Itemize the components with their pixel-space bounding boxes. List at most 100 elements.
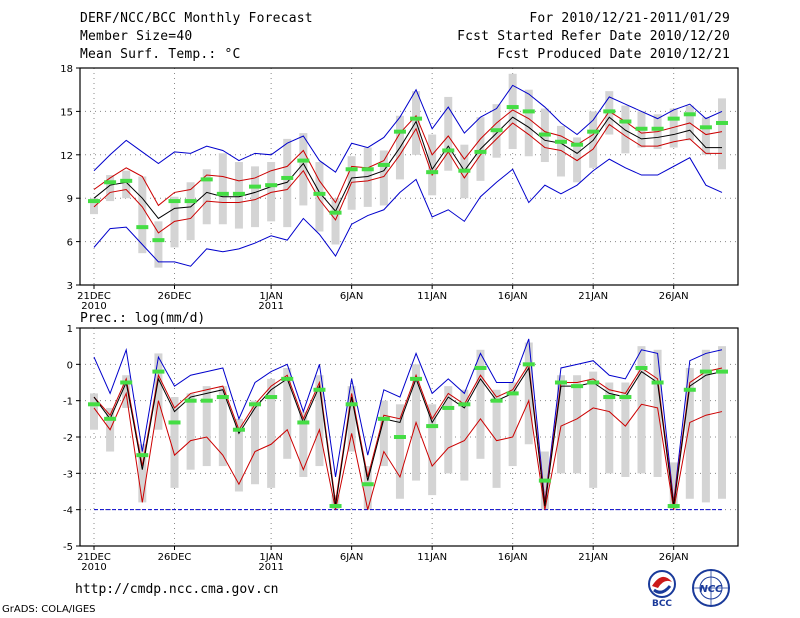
x-tick-label: 1JAN bbox=[259, 552, 282, 563]
ensemble-box bbox=[170, 397, 179, 488]
x-tick-label: 26JAN bbox=[659, 291, 689, 302]
chart-title: DERF/NCC/BCC Monthly Forecast bbox=[80, 11, 313, 26]
ensemble-box bbox=[524, 342, 533, 445]
y-tick-label: 0 bbox=[67, 360, 73, 371]
observed-marker bbox=[393, 129, 406, 134]
observed-marker bbox=[474, 149, 487, 154]
observed-marker bbox=[716, 120, 728, 125]
observed-marker bbox=[699, 125, 712, 130]
ensemble-box bbox=[363, 466, 372, 510]
observed-marker bbox=[490, 128, 503, 133]
observed-marker bbox=[716, 369, 728, 374]
ensemble-box bbox=[331, 198, 340, 245]
ensemble-box bbox=[460, 389, 469, 481]
observed-marker bbox=[168, 199, 181, 204]
x-tick-label: 26DEC bbox=[158, 552, 192, 563]
ensemble-box bbox=[315, 162, 324, 232]
ensemble-box bbox=[202, 386, 211, 467]
observed-marker bbox=[635, 126, 648, 131]
ensemble-box bbox=[267, 162, 276, 222]
observed-marker bbox=[393, 435, 406, 439]
observed-marker bbox=[619, 119, 632, 124]
variable-label: Mean Surf. Temp.: °C bbox=[80, 47, 241, 62]
observed-marker bbox=[571, 384, 584, 389]
observed-marker bbox=[265, 183, 278, 188]
observed-marker bbox=[136, 225, 149, 230]
y-tick-label: 18 bbox=[60, 64, 73, 75]
observed-marker bbox=[377, 416, 390, 421]
observed-marker bbox=[699, 369, 712, 374]
ensemble-box bbox=[170, 196, 179, 248]
ensemble-box bbox=[315, 375, 324, 467]
ensemble-mean-line bbox=[93, 116, 722, 220]
ensemble-box bbox=[669, 108, 678, 148]
observed-marker bbox=[522, 362, 535, 367]
ensemble-box bbox=[556, 125, 565, 177]
observed-marker bbox=[120, 380, 133, 385]
observed-marker bbox=[297, 158, 310, 163]
fcst-produced-label: Fcst Produced Date 2010/12/21 bbox=[497, 47, 730, 62]
observed-marker bbox=[571, 142, 584, 147]
ensemble-box bbox=[138, 444, 147, 503]
ensemble-box bbox=[444, 96, 453, 171]
observed-marker bbox=[200, 398, 213, 403]
observed-marker bbox=[377, 162, 390, 167]
bcc-logo-icon: BCC bbox=[648, 570, 676, 608]
x-tick-label: 16JAN bbox=[498, 552, 528, 563]
ensemble-box bbox=[556, 375, 565, 474]
x-tick-label: 1JAN bbox=[259, 291, 282, 302]
observed-marker bbox=[522, 109, 535, 114]
observed-marker bbox=[474, 365, 487, 370]
observed-marker bbox=[313, 387, 326, 392]
ensemble-box bbox=[122, 170, 131, 199]
ensemble-box bbox=[621, 382, 630, 477]
x-tick-label: 2010 bbox=[81, 301, 106, 312]
observed-marker bbox=[152, 369, 165, 374]
observed-marker bbox=[635, 365, 648, 370]
ensemble-box bbox=[701, 117, 710, 155]
ncc-logo-icon: NCC bbox=[692, 569, 730, 607]
x-tick-label: 11JAN bbox=[417, 291, 447, 302]
observed-marker bbox=[667, 116, 680, 121]
observed-marker bbox=[104, 416, 117, 421]
observed-marker bbox=[329, 504, 342, 509]
source-url-link[interactable]: http://cmdp.ncc.cma.gov.cn bbox=[75, 582, 279, 597]
observed-marker bbox=[168, 420, 181, 425]
observed-marker bbox=[136, 453, 149, 458]
ensemble-box bbox=[492, 389, 501, 488]
observed-marker bbox=[506, 391, 519, 396]
ensemble-box bbox=[106, 175, 115, 202]
ensemble-box bbox=[573, 375, 582, 474]
observed-marker bbox=[200, 177, 213, 182]
observed-marker bbox=[426, 424, 439, 429]
observed-marker bbox=[458, 168, 471, 173]
x-tick-label: 21DEC bbox=[77, 552, 111, 563]
ensemble-box bbox=[347, 386, 356, 452]
observed-marker bbox=[442, 148, 455, 153]
y-tick-label: 6 bbox=[67, 238, 73, 249]
ensemble-box bbox=[476, 349, 485, 459]
x-tick-label: 2011 bbox=[258, 301, 283, 312]
observed-marker bbox=[120, 178, 133, 183]
observed-marker bbox=[410, 116, 423, 121]
ensemble-mean-line bbox=[93, 366, 723, 507]
ensemble-box bbox=[589, 371, 598, 488]
observed-marker bbox=[603, 395, 616, 400]
ensemble-box bbox=[718, 98, 726, 170]
observed-marker bbox=[232, 191, 245, 196]
observed-marker bbox=[265, 395, 278, 400]
y-tick-label: 3 bbox=[67, 281, 73, 292]
observed-marker bbox=[329, 210, 342, 215]
x-tick-label: 26DEC bbox=[158, 291, 192, 302]
spread-lower-line bbox=[93, 391, 723, 510]
x-tick-label: 21JAN bbox=[578, 291, 608, 302]
ensemble-box bbox=[653, 349, 662, 477]
ensemble-box bbox=[186, 393, 195, 470]
observed-marker bbox=[506, 105, 519, 110]
precip-panel-label: Prec.: log(mm/d) bbox=[80, 311, 206, 326]
observed-marker bbox=[345, 402, 358, 407]
observed-marker bbox=[458, 402, 471, 407]
x-tick-label: 6JAN bbox=[340, 291, 363, 302]
